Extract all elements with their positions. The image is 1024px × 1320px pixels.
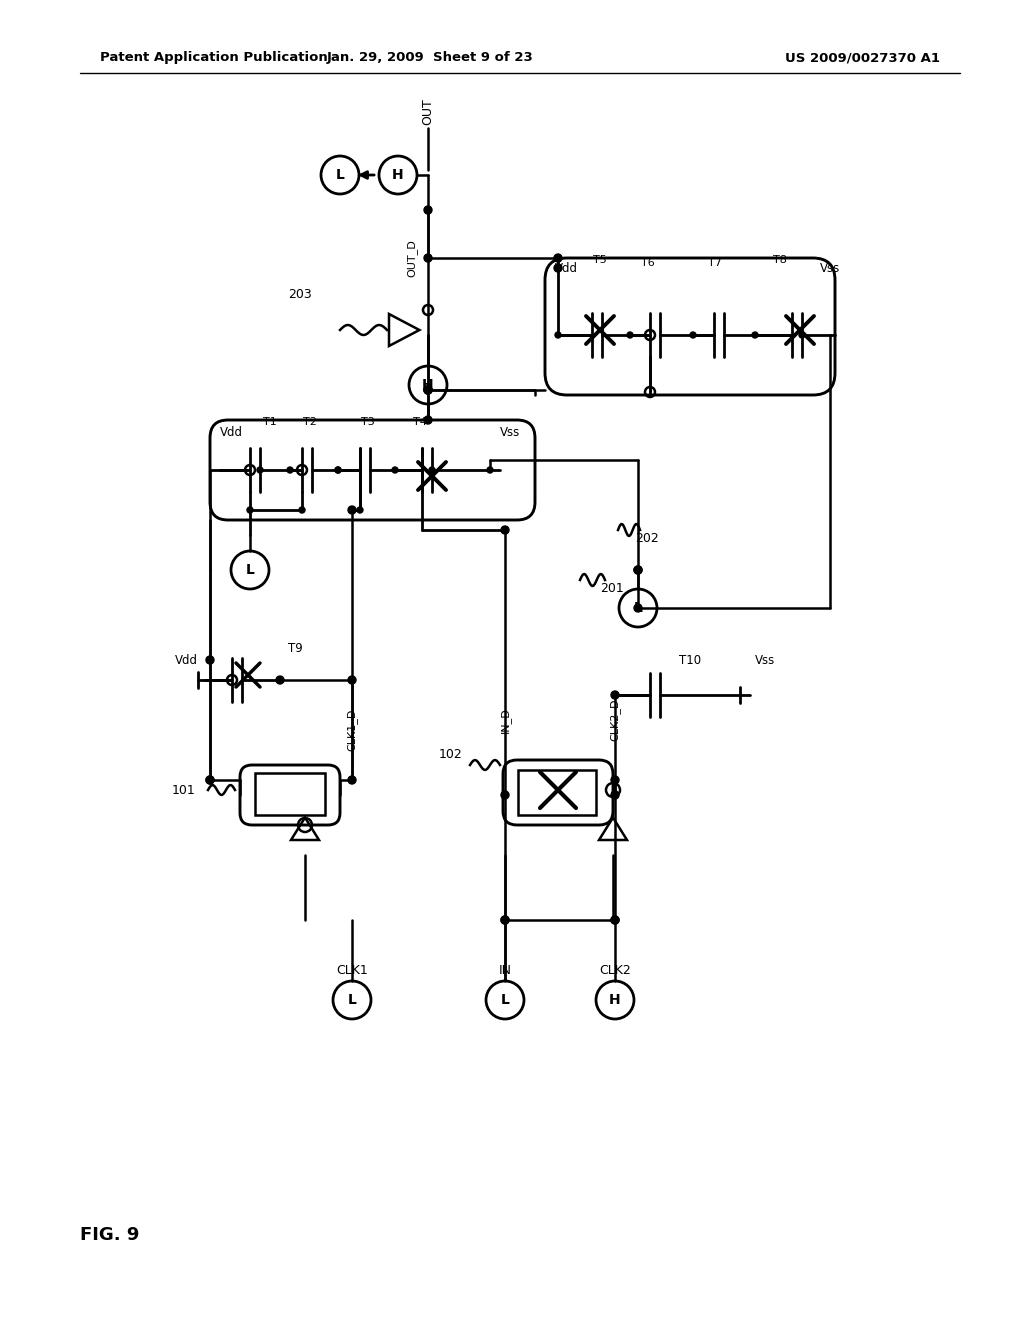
Text: CLK1: CLK1: [336, 964, 368, 977]
Circle shape: [611, 916, 618, 924]
Text: T10: T10: [679, 653, 701, 667]
Circle shape: [424, 385, 432, 393]
Text: T7: T7: [708, 257, 722, 268]
Text: T2: T2: [303, 417, 317, 426]
Circle shape: [357, 507, 362, 513]
Circle shape: [690, 333, 696, 338]
Circle shape: [627, 333, 633, 338]
Text: Vdd: Vdd: [220, 425, 243, 438]
Circle shape: [554, 253, 562, 261]
Text: L: L: [634, 601, 642, 615]
Text: Jan. 29, 2009  Sheet 9 of 23: Jan. 29, 2009 Sheet 9 of 23: [327, 51, 534, 65]
Circle shape: [429, 467, 435, 473]
Circle shape: [349, 507, 355, 513]
Circle shape: [424, 385, 432, 393]
Circle shape: [501, 525, 509, 535]
Text: T4: T4: [413, 417, 427, 426]
Circle shape: [335, 467, 341, 473]
Text: CLK1_D: CLK1_D: [346, 709, 357, 751]
Circle shape: [276, 676, 284, 684]
Text: L: L: [347, 993, 356, 1007]
Text: 102: 102: [438, 748, 462, 762]
Circle shape: [554, 264, 562, 272]
Circle shape: [348, 776, 356, 784]
Circle shape: [611, 791, 618, 799]
Text: FIG. 9: FIG. 9: [80, 1226, 139, 1243]
Text: OUT_D: OUT_D: [407, 239, 417, 277]
Text: T1: T1: [263, 417, 276, 426]
Circle shape: [611, 916, 618, 924]
Bar: [518, 770, 596, 814]
Text: US 2009/0027370 A1: US 2009/0027370 A1: [785, 51, 940, 65]
Text: 203: 203: [288, 289, 312, 301]
Circle shape: [634, 605, 642, 612]
Circle shape: [611, 690, 618, 700]
Text: H: H: [422, 378, 434, 392]
Text: Patent Application Publication: Patent Application Publication: [100, 51, 328, 65]
Circle shape: [206, 776, 214, 784]
Circle shape: [424, 206, 432, 214]
Circle shape: [424, 385, 432, 393]
Text: T6: T6: [641, 257, 655, 268]
Text: T5: T5: [593, 255, 607, 265]
Text: H: H: [609, 993, 621, 1007]
Circle shape: [555, 333, 561, 338]
Text: OUT: OUT: [422, 98, 434, 125]
Text: 202: 202: [635, 532, 658, 544]
Circle shape: [206, 656, 214, 664]
Circle shape: [501, 916, 509, 924]
Circle shape: [257, 467, 263, 473]
Text: T9: T9: [288, 642, 303, 655]
Circle shape: [299, 507, 305, 513]
Circle shape: [501, 916, 509, 924]
Text: Vss: Vss: [820, 261, 841, 275]
Circle shape: [634, 566, 642, 574]
Circle shape: [424, 253, 432, 261]
Text: H: H: [392, 168, 403, 182]
Text: IN: IN: [499, 964, 512, 977]
Circle shape: [287, 467, 293, 473]
Text: L: L: [246, 564, 254, 577]
Text: L: L: [336, 168, 344, 182]
Circle shape: [424, 416, 432, 424]
Circle shape: [247, 507, 253, 513]
Text: Vdd: Vdd: [555, 261, 578, 275]
Circle shape: [348, 506, 356, 513]
Circle shape: [799, 333, 805, 338]
Circle shape: [348, 676, 356, 684]
Circle shape: [501, 791, 509, 799]
Text: CLK2_D: CLK2_D: [609, 698, 621, 742]
Bar: [255, 774, 325, 814]
Circle shape: [392, 467, 398, 473]
Text: T3: T3: [361, 417, 375, 426]
Circle shape: [487, 467, 493, 473]
Circle shape: [634, 566, 642, 574]
Text: 101: 101: [171, 784, 195, 796]
Text: 201: 201: [600, 582, 624, 594]
Text: CLK2: CLK2: [599, 964, 631, 977]
Circle shape: [206, 776, 214, 784]
Text: Vss: Vss: [500, 425, 520, 438]
Text: IN_D: IN_D: [500, 708, 510, 733]
Text: Vss: Vss: [755, 653, 775, 667]
Circle shape: [611, 776, 618, 784]
Text: Vdd: Vdd: [175, 653, 198, 667]
Circle shape: [752, 333, 758, 338]
Circle shape: [335, 467, 341, 473]
Text: L: L: [501, 993, 509, 1007]
Text: T8: T8: [773, 255, 786, 265]
